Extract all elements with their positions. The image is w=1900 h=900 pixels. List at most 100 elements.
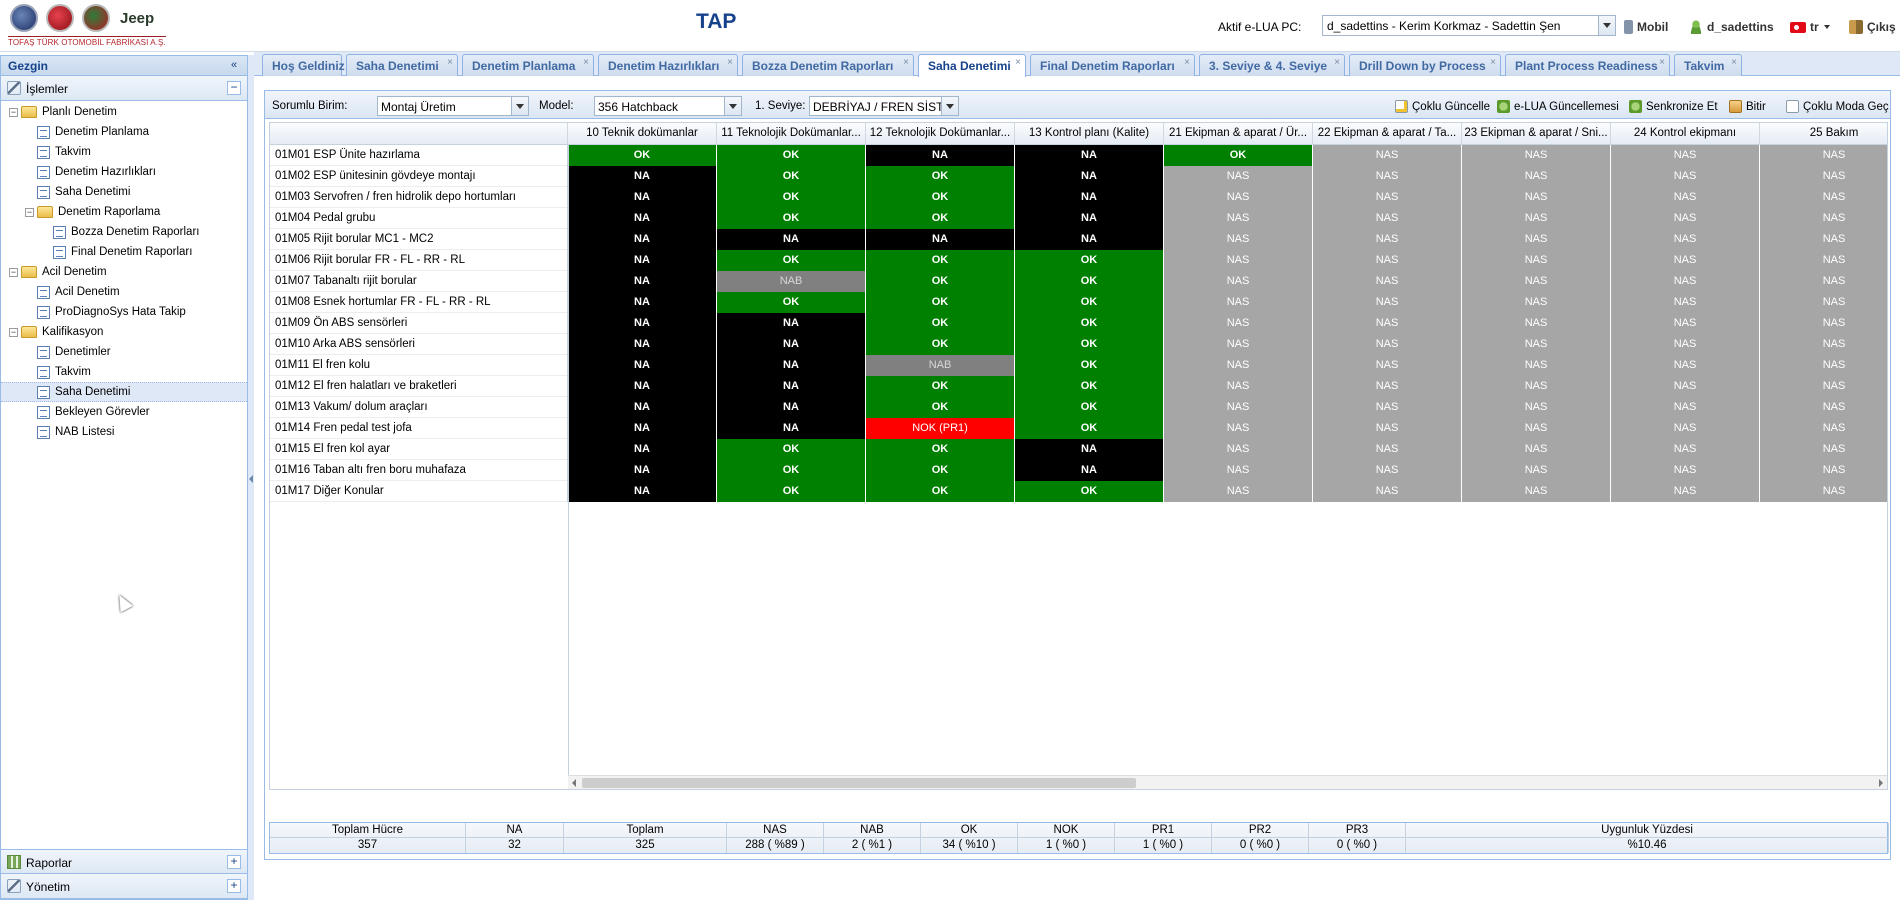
status-cell[interactable]: NA [568, 334, 717, 355]
status-cell[interactable]: NAS [1462, 145, 1611, 166]
status-cell[interactable]: NAS [1760, 334, 1887, 355]
status-cell[interactable]: NA [866, 229, 1015, 250]
status-cell[interactable]: OK [717, 187, 866, 208]
tree-item[interactable]: Denetim Hazırlıkları [1, 162, 247, 182]
grid-column-header[interactable]: 11 Teknolojik Dokümanlar... [717, 123, 866, 145]
status-cell[interactable]: OK [717, 460, 866, 481]
tree-item[interactable]: − Kalifikasyon [1, 322, 247, 342]
status-cell[interactable]: NAS [1313, 271, 1462, 292]
status-cell[interactable]: NAS [1611, 313, 1760, 334]
status-cell[interactable]: NAS [1611, 334, 1760, 355]
status-cell[interactable]: NAS [1611, 292, 1760, 313]
status-cell[interactable]: NAB [717, 271, 866, 292]
status-cell[interactable]: NA [568, 271, 717, 292]
status-cell[interactable]: NAS [1313, 439, 1462, 460]
status-cell[interactable]: NA [1015, 439, 1164, 460]
status-cell[interactable]: NAS [1164, 418, 1313, 439]
status-cell[interactable]: NA [717, 418, 866, 439]
tree-item[interactable]: Bekleyen Görevler [1, 402, 247, 422]
status-cell[interactable]: NAS [1760, 250, 1887, 271]
status-cell[interactable]: NAS [1760, 313, 1887, 334]
chevron-down-icon[interactable] [941, 97, 958, 115]
status-cell[interactable]: NAS [1462, 187, 1611, 208]
status-cell[interactable]: OK [866, 313, 1015, 334]
status-cell[interactable]: OK [866, 439, 1015, 460]
status-cell[interactable]: NAS [1462, 376, 1611, 397]
sync-button[interactable]: Senkronize Et [1629, 100, 1718, 113]
status-cell[interactable]: NAS [1611, 397, 1760, 418]
status-cell[interactable]: NAS [1313, 460, 1462, 481]
status-cell[interactable]: OK [717, 292, 866, 313]
accordion-raporlar[interactable]: Raporlar + [1, 849, 247, 874]
status-cell[interactable]: OK [1164, 145, 1313, 166]
mobile-link[interactable]: Mobil [1624, 20, 1668, 34]
status-cell[interactable]: NAS [1164, 229, 1313, 250]
accordion-yonetim[interactable]: Yönetim + [1, 874, 247, 899]
status-cell[interactable]: OK [717, 481, 866, 502]
status-cell[interactable]: NAS [1164, 292, 1313, 313]
status-cell[interactable]: NOK (PR1) [866, 418, 1015, 439]
status-cell[interactable]: NA [568, 460, 717, 481]
status-cell[interactable]: NA [568, 376, 717, 397]
collapse-icon[interactable]: − [9, 266, 18, 277]
status-cell[interactable]: NAS [1462, 418, 1611, 439]
status-cell[interactable]: NAS [1462, 250, 1611, 271]
status-cell[interactable]: NAS [1462, 271, 1611, 292]
status-cell[interactable]: NAS [1611, 418, 1760, 439]
finish-button[interactable]: Bitir [1729, 100, 1766, 113]
tab-item[interactable]: Plant Process Readiness × [1505, 54, 1670, 76]
tree-item[interactable]: Takvim [1, 362, 247, 382]
tree-item[interactable]: Acil Denetim [1, 282, 247, 302]
status-cell[interactable]: OK [717, 250, 866, 271]
status-cell[interactable]: OK [1015, 397, 1164, 418]
status-cell[interactable]: NAS [1611, 187, 1760, 208]
status-cell[interactable]: NAB [866, 355, 1015, 376]
close-icon[interactable]: × [1015, 57, 1021, 68]
close-icon[interactable]: × [727, 57, 733, 68]
chevron-down-icon[interactable] [724, 97, 741, 115]
status-cell[interactable]: NAS [1164, 439, 1313, 460]
status-cell[interactable]: NA [717, 355, 866, 376]
status-cell[interactable]: NAS [1760, 166, 1887, 187]
status-cell[interactable]: OK [1015, 481, 1164, 502]
status-cell[interactable]: NA [866, 145, 1015, 166]
close-icon[interactable]: × [1184, 57, 1190, 68]
status-cell[interactable]: OK [1015, 313, 1164, 334]
status-cell[interactable]: NAS [1462, 397, 1611, 418]
status-cell[interactable]: NAS [1164, 250, 1313, 271]
tab-item[interactable]: Saha Denetimi × [346, 54, 458, 76]
status-cell[interactable]: NA [1015, 229, 1164, 250]
status-cell[interactable]: NAS [1164, 271, 1313, 292]
status-cell[interactable]: NAS [1313, 187, 1462, 208]
status-cell[interactable]: NAS [1611, 166, 1760, 187]
tab-item[interactable]: 3. Seviye & 4. Seviye × [1199, 54, 1345, 76]
grid-column-header[interactable]: 23 Ekipman & aparat / Sni... [1462, 123, 1611, 145]
tab-item[interactable]: Saha Denetimi × [918, 54, 1026, 77]
status-cell[interactable]: NAS [1164, 397, 1313, 418]
status-cell[interactable]: NAS [1760, 271, 1887, 292]
collapse-icon[interactable]: − [9, 326, 18, 337]
status-cell[interactable]: NAS [1462, 334, 1611, 355]
status-cell[interactable]: NAS [1760, 460, 1887, 481]
grid-column-header[interactable]: 24 Kontrol ekipmanı [1611, 123, 1760, 145]
status-cell[interactable]: OK [866, 397, 1015, 418]
tab-item[interactable]: Final Denetim Raporları × [1030, 54, 1195, 76]
status-cell[interactable]: NAS [1462, 481, 1611, 502]
tab-item[interactable]: Denetim Hazırlıkları × [598, 54, 738, 76]
status-cell[interactable]: NAS [1760, 187, 1887, 208]
status-cell[interactable]: NAS [1760, 418, 1887, 439]
sidebar-splitter[interactable] [248, 55, 254, 900]
status-cell[interactable]: NA [568, 229, 717, 250]
close-icon[interactable]: × [1490, 57, 1496, 68]
status-cell[interactable]: NAS [1611, 250, 1760, 271]
status-cell[interactable]: OK [1015, 271, 1164, 292]
tree-item[interactable]: Saha Denetimi [1, 382, 247, 402]
tree-item[interactable]: Saha Denetimi [1, 182, 247, 202]
status-cell[interactable]: NAS [1611, 271, 1760, 292]
status-cell[interactable]: NAS [1611, 481, 1760, 502]
grid-column-header[interactable]: 12 Teknolojik Dokümanlar... [866, 123, 1015, 145]
status-cell[interactable]: NAS [1760, 397, 1887, 418]
status-cell[interactable]: NAS [1313, 418, 1462, 439]
status-cell[interactable]: NAS [1164, 208, 1313, 229]
status-cell[interactable]: NA [717, 334, 866, 355]
